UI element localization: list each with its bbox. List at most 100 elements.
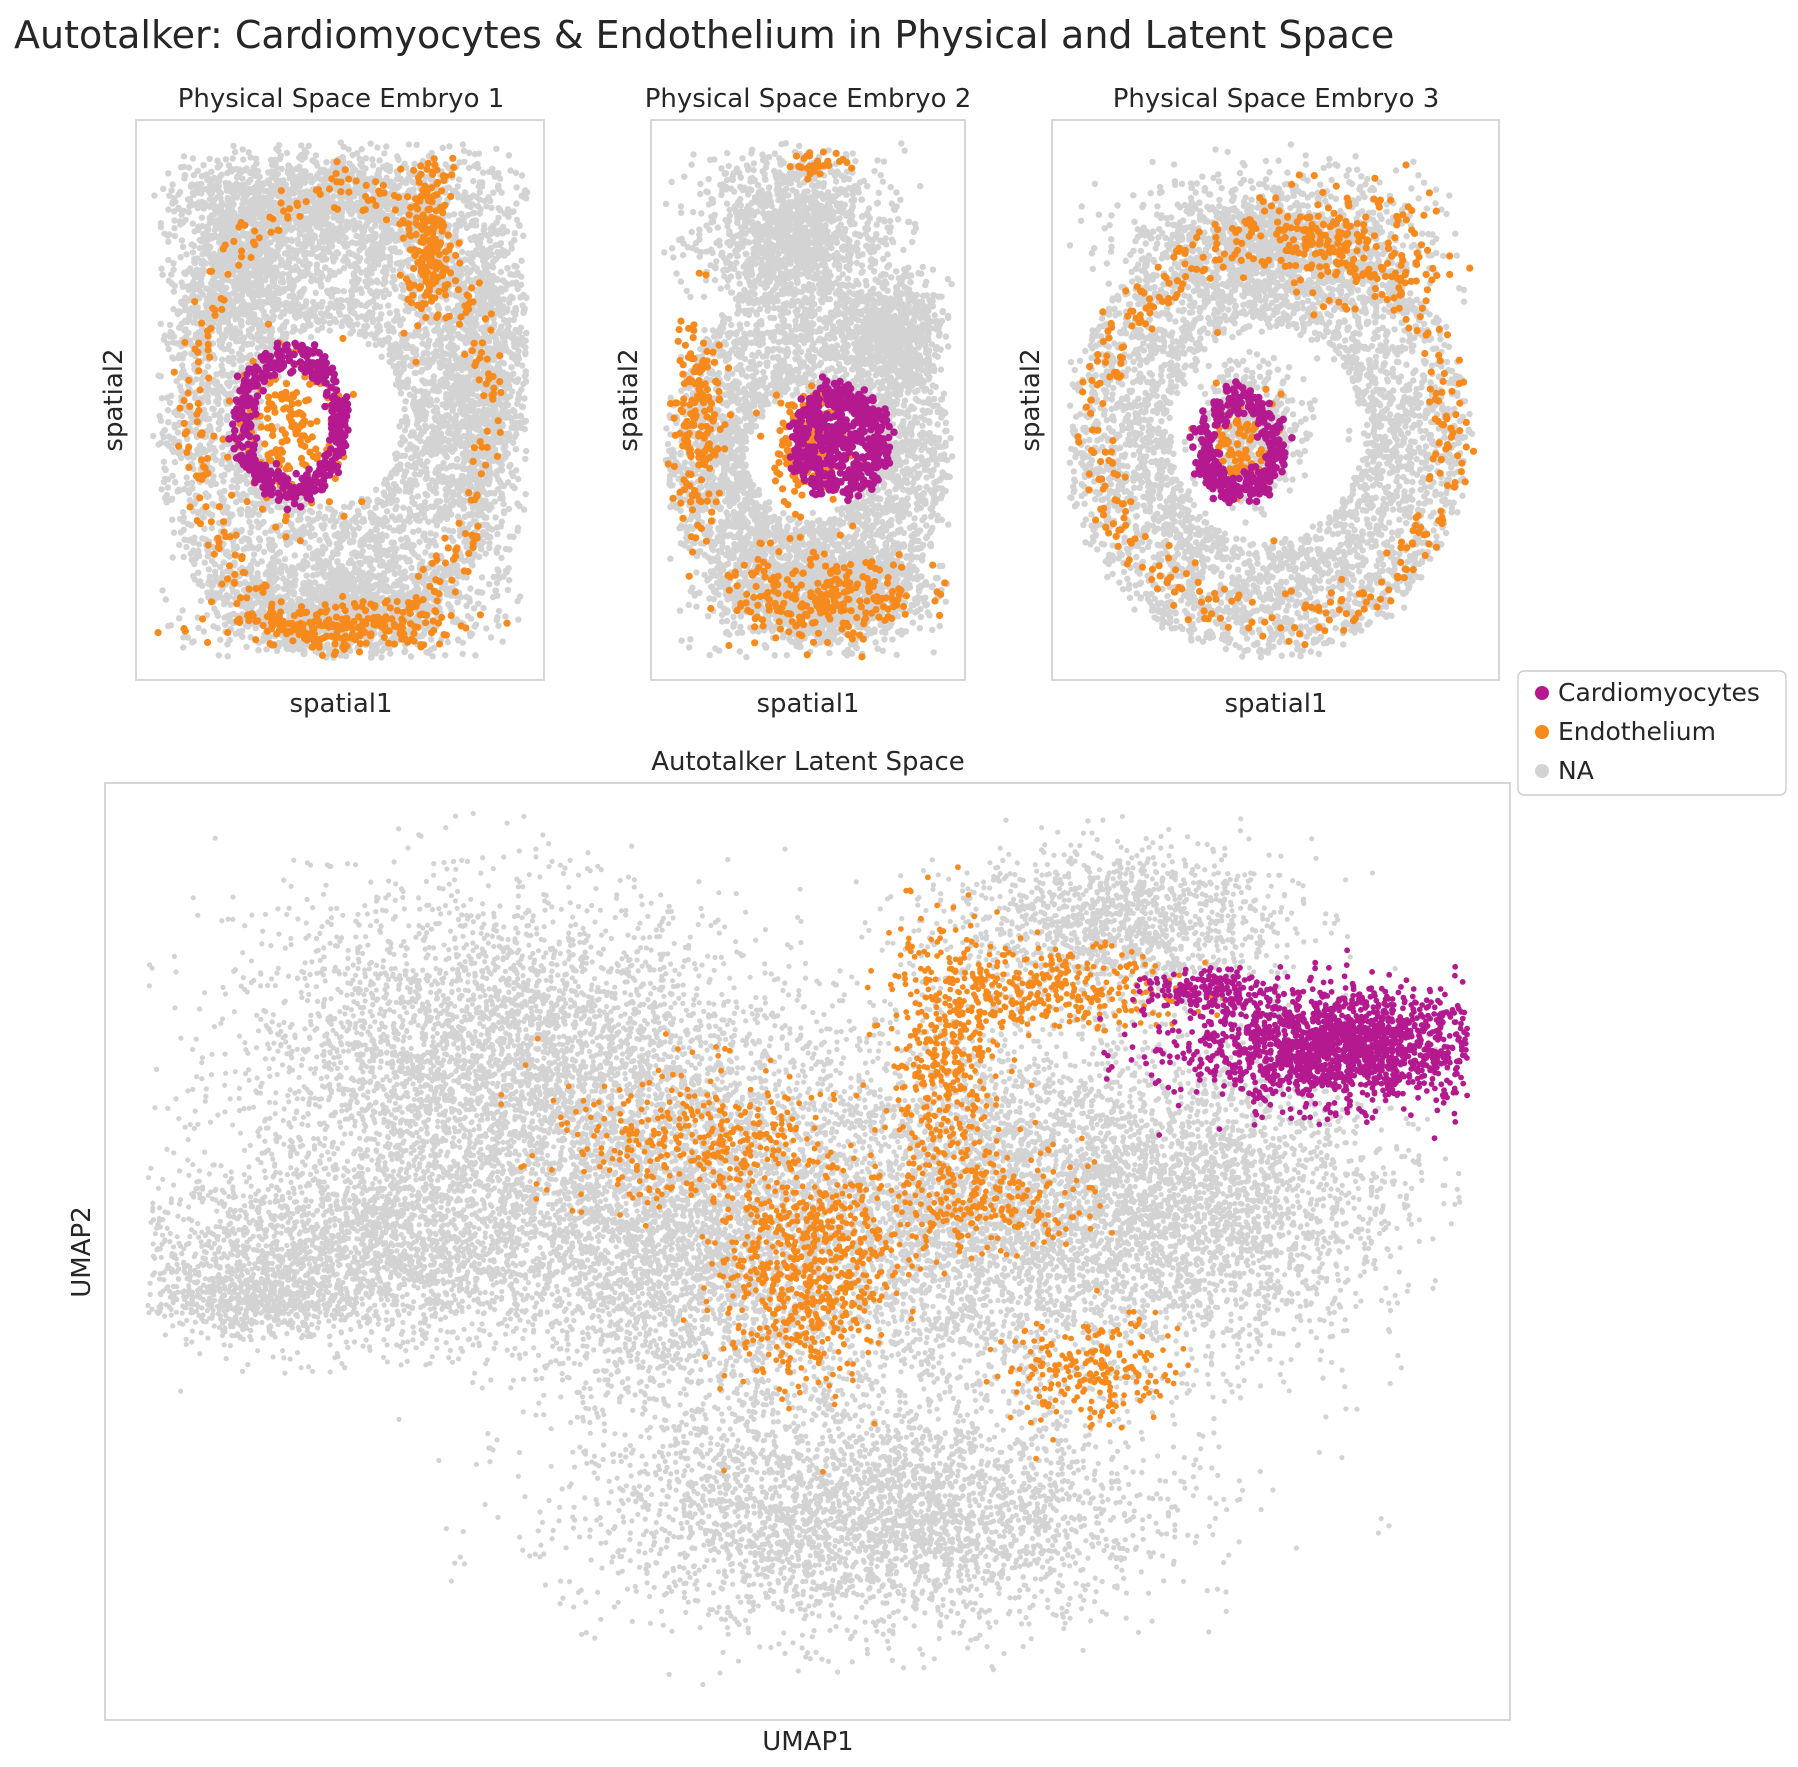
scatter-point [171, 225, 178, 232]
scatter-point [219, 336, 227, 343]
scatter-point [313, 261, 321, 268]
scatter-point [240, 156, 247, 163]
scatter-point [165, 238, 172, 245]
scatter-point [365, 340, 372, 348]
scatter-point [400, 522, 407, 530]
scatter-point [225, 258, 232, 265]
scatter-point [425, 435, 432, 443]
scatter-point [397, 293, 405, 300]
scatter-point [252, 281, 259, 289]
scatter-point [243, 198, 251, 205]
scatter-point [302, 256, 309, 263]
scatter-point [231, 182, 238, 189]
scatter-point [265, 177, 272, 184]
scatter-point [155, 372, 162, 379]
scatter-point [203, 285, 210, 292]
scatter-point [343, 525, 350, 532]
scatter-point [399, 434, 406, 441]
scatter-point [231, 254, 238, 262]
scatter-point [173, 378, 180, 385]
scatter-point [224, 551, 231, 558]
scatter-point [257, 298, 264, 306]
scatter-point [166, 399, 174, 406]
scatter-point [213, 387, 220, 394]
scatter-point [151, 192, 158, 199]
scatter-point [369, 162, 377, 169]
scatter-point [237, 510, 244, 518]
scatter-point [236, 495, 244, 503]
scatter-point [238, 345, 245, 352]
scatter-point [181, 318, 188, 326]
scatter-point [319, 298, 326, 306]
scatter-point [326, 319, 334, 327]
scatter-point [392, 341, 400, 348]
scatter-point [208, 511, 216, 519]
scatter-point [255, 337, 262, 344]
scatter-point [252, 155, 260, 162]
scatter-point [179, 362, 186, 369]
scatter-point [210, 289, 218, 296]
scatter-point [424, 492, 431, 499]
scatter-point [349, 327, 357, 335]
scatter-point [281, 250, 289, 257]
scatter-point [158, 265, 165, 272]
figure-title: Autotalker: Cardiomyocytes & Endothelium… [14, 13, 1394, 57]
scatter-point [175, 191, 182, 198]
scatter-point [396, 423, 403, 430]
scatter-point [206, 155, 213, 162]
scatter-point [288, 236, 295, 243]
scatter-point [194, 224, 202, 231]
scatter-point [410, 385, 418, 393]
scatter-point [513, 200, 520, 207]
scatter-point [196, 199, 203, 206]
scatter-point [424, 458, 431, 465]
scatter-point [218, 344, 225, 351]
scatter-point [376, 327, 384, 334]
scatter-point [307, 333, 315, 341]
scatter-point [393, 503, 400, 510]
scatter-point [194, 510, 202, 517]
scatter-point [422, 475, 430, 482]
scatter-point [308, 509, 316, 516]
scatter-point [372, 341, 379, 349]
scatter-point [191, 259, 199, 267]
scatter-point [253, 275, 261, 282]
scatter-point [324, 537, 332, 544]
scatter-point [382, 278, 389, 286]
scatter-point [208, 525, 216, 532]
scatter-point [218, 472, 225, 480]
scatter-point [177, 164, 185, 171]
scatter-point [195, 541, 203, 548]
scatter-point [390, 354, 398, 361]
scatter-point [325, 505, 332, 512]
scatter-point [389, 247, 396, 255]
scatter-point [315, 510, 323, 517]
scatter-point [401, 470, 409, 477]
scatter-point [196, 287, 203, 294]
scatter-point [307, 322, 314, 329]
scatter-point [401, 405, 408, 413]
scatter-point [408, 564, 415, 572]
scatter-point [376, 157, 383, 164]
scatter-point [165, 345, 172, 353]
scatter-point [280, 287, 287, 295]
scatter-point [267, 239, 274, 246]
scatter-point [183, 251, 190, 258]
scatter-point [348, 287, 355, 295]
scatter-point [200, 205, 207, 212]
scatter-point [340, 287, 347, 295]
scatter-point [230, 142, 237, 150]
scatter-point [189, 220, 196, 227]
scatter-point [362, 155, 369, 162]
scatter-point [348, 278, 356, 286]
scatter-point [240, 311, 247, 318]
scatter-point [193, 266, 200, 273]
scatter-point [280, 279, 287, 286]
scatter-point [226, 227, 233, 235]
scatter-point [197, 449, 205, 457]
scatter-point [235, 337, 243, 345]
scatter-point [178, 387, 185, 395]
scatter-point [176, 541, 183, 549]
scatter-point [316, 503, 324, 510]
scatter-point [198, 375, 205, 383]
